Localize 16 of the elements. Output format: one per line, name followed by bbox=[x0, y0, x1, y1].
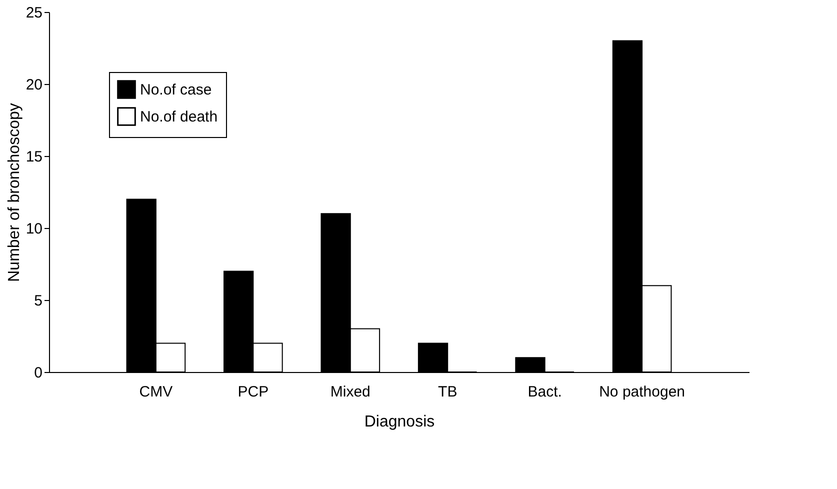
x-tick-label: No pathogen bbox=[599, 384, 686, 400]
y-tick-label: 15 bbox=[26, 148, 42, 166]
x-tick-label: Bact. bbox=[528, 384, 562, 400]
x-tick-label: CMV bbox=[139, 384, 173, 400]
x-tick-label: TB bbox=[438, 384, 458, 400]
x-tick-label: PCP bbox=[238, 384, 269, 400]
legend-label: No.of case bbox=[140, 82, 212, 98]
legend-label: No.of death bbox=[140, 108, 218, 126]
y-axis-title: Number of bronchoscopy bbox=[6, 103, 23, 282]
x-axis-title: Diagnosis bbox=[364, 414, 435, 430]
y-tick-label: 0 bbox=[34, 364, 42, 382]
y-tick-label: 10 bbox=[26, 220, 42, 238]
y-tick-label: 5 bbox=[34, 292, 42, 310]
x-tick-label: Mixed bbox=[330, 384, 370, 400]
y-tick-label: 20 bbox=[26, 76, 42, 94]
y-tick-label: 25 bbox=[26, 4, 42, 22]
